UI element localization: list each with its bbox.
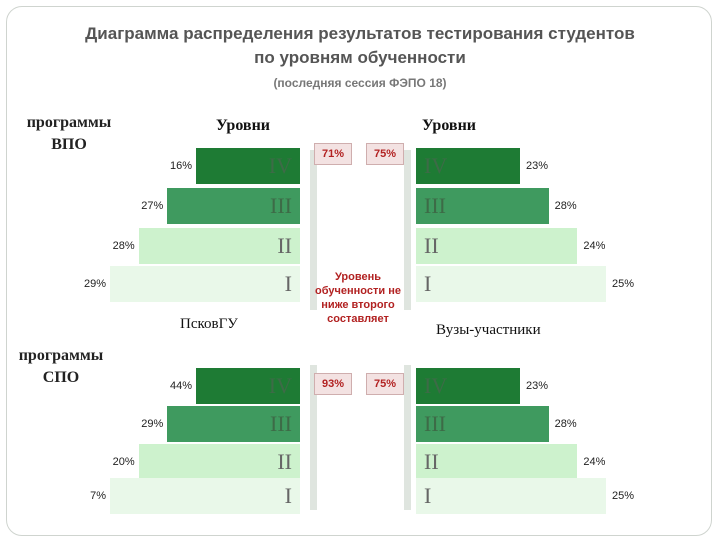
value-label: 28% — [112, 240, 135, 252]
guide-line — [404, 365, 411, 510]
bar-vpo-right-II: II 24% — [416, 228, 605, 264]
section-label-vpo-line2: ВПО — [51, 136, 87, 153]
level-label: I — [284, 271, 292, 296]
value-label: 25% — [612, 490, 635, 502]
bar-spo-left-I: I 7% — [90, 478, 300, 514]
bar-vpo-right-III: III 28% — [416, 188, 577, 224]
value-label: 29% — [141, 418, 164, 430]
level-label: I — [284, 483, 292, 508]
value-label: 28% — [554, 200, 577, 212]
value-label: 27% — [141, 200, 164, 212]
value-label: 20% — [112, 456, 135, 468]
section-label-spo-line2: СПО — [42, 369, 80, 386]
bar-vpo-right-I: I 25% — [416, 266, 634, 302]
bar-vpo-left-IV: IV 16% — [170, 148, 300, 184]
bar-spo-left-IV: IV 44% — [170, 368, 300, 404]
value-label: 24% — [583, 240, 606, 252]
bar-spo-right-I: I 25% — [416, 478, 634, 514]
badge-vpo-participants: 75% — [366, 143, 404, 165]
chart-subtitle: (последняя сессия ФЭПО 18) — [273, 76, 447, 90]
value-label: 7% — [90, 490, 106, 502]
bar-vpo-left-III: III 27% — [141, 188, 300, 224]
chart-title-line1: Диаграмма распределения результатов тест… — [85, 24, 635, 43]
level-label: II — [277, 449, 292, 474]
level-label: I — [424, 271, 432, 296]
bar-spo-right-IV: IV 23% — [416, 368, 548, 404]
bar-spo-left-III: III 29% — [141, 406, 300, 442]
value-label: 28% — [554, 418, 577, 430]
level-label: III — [270, 193, 292, 218]
level-label: IV — [424, 153, 448, 178]
threshold-note: Уровень обученности не ниже второго сост… — [315, 271, 401, 325]
section-label-vpo-line1: программы — [26, 114, 112, 131]
value-label: 16% — [169, 160, 192, 172]
level-label: II — [424, 233, 439, 258]
badge-vpo-pskovgu: 71% — [314, 143, 352, 165]
chart-title-line2: по уровням обученности — [254, 48, 466, 67]
level-label: III — [424, 411, 446, 436]
level-label: IV — [268, 153, 292, 178]
guide-line — [310, 150, 317, 310]
value-label: 44% — [169, 380, 192, 392]
bar-spo-left-II: II 20% — [113, 444, 300, 480]
value-label: 25% — [612, 278, 635, 290]
section-label-spo-line1: программы — [18, 347, 104, 364]
value-label: 23% — [526, 160, 549, 172]
section-label-vpo: программы ВПО — [14, 112, 124, 156]
section-label-spo: программы СПО — [6, 345, 116, 389]
level-label: III — [270, 411, 292, 436]
pskovgu-label: ПсковГУ — [180, 316, 238, 332]
bar-spo-right-II: II 24% — [416, 444, 605, 480]
level-label: IV — [424, 373, 448, 398]
level-label: I — [424, 483, 432, 508]
value-label: 24% — [583, 456, 606, 468]
participants-label: Вузы-участники — [436, 322, 541, 338]
levels-header-left: Уровни — [216, 117, 271, 134]
level-label: II — [277, 233, 292, 258]
bar-vpo-left-II: II 28% — [113, 228, 300, 264]
level-label: III — [424, 193, 446, 218]
value-label: 23% — [526, 380, 549, 392]
bar-vpo-left-I: I 29% — [84, 266, 300, 302]
guide-line — [404, 150, 411, 310]
badge-spo-pskovgu: 93% — [314, 373, 352, 395]
badge-spo-participants: 75% — [366, 373, 404, 395]
bar-vpo-right-IV: IV 23% — [416, 148, 548, 184]
value-label: 29% — [83, 278, 106, 290]
level-label: II — [424, 449, 439, 474]
guide-line — [310, 365, 317, 510]
level-label: IV — [268, 373, 292, 398]
bar-spo-right-III: III 28% — [416, 406, 577, 442]
levels-header-right: Уровни — [422, 117, 477, 134]
